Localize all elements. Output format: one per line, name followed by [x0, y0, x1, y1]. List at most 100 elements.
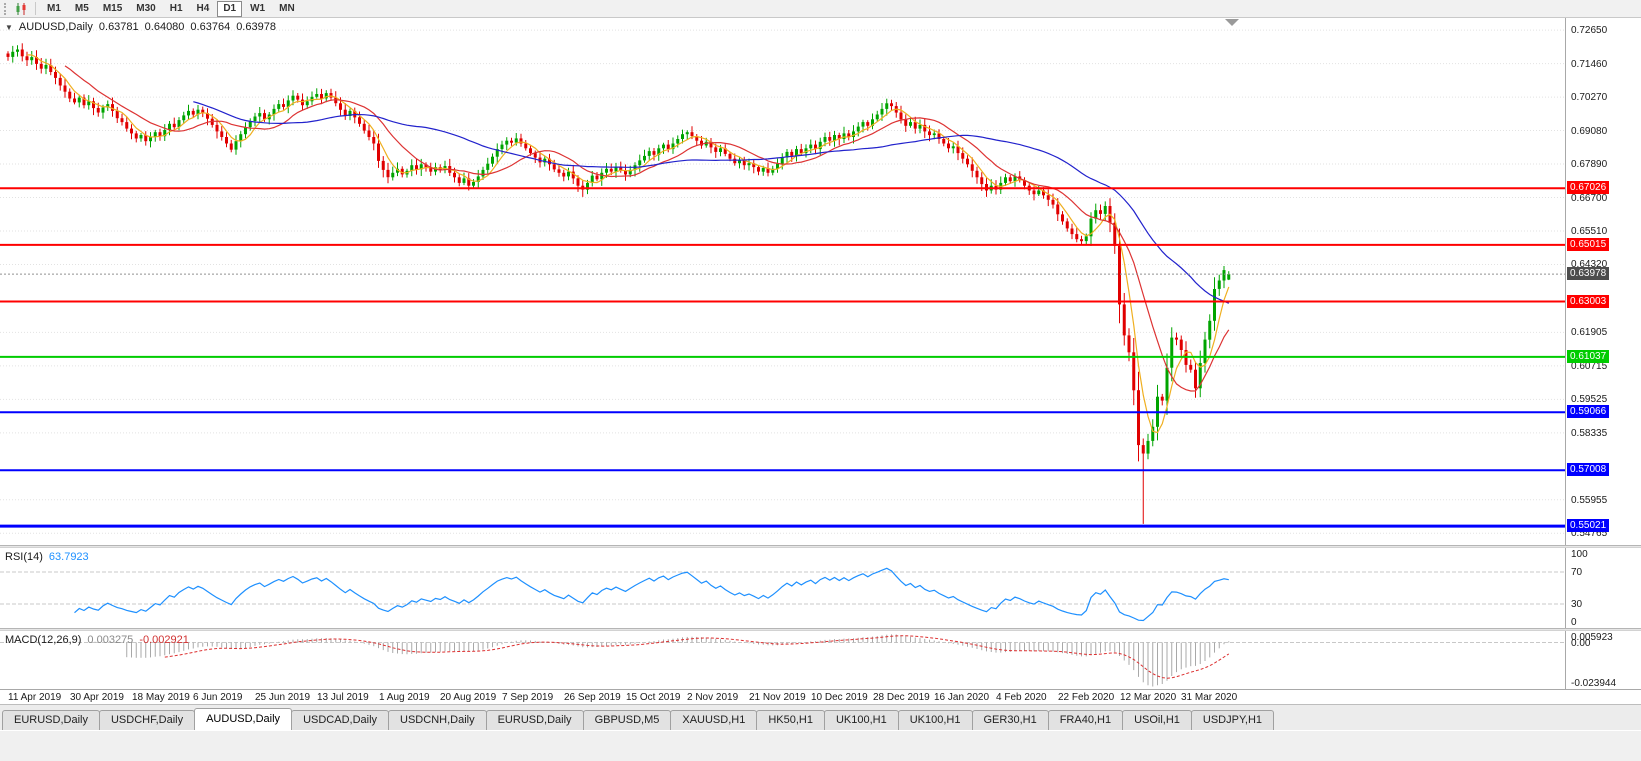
rsi-axis-label: 70: [1571, 567, 1583, 578]
rsi-name: RSI(14): [5, 551, 43, 563]
candlestick-chart-icon[interactable]: [13, 2, 29, 16]
rsi-label: RSI(14) 63.7923: [5, 551, 89, 563]
price-tick: 0.71460: [1571, 59, 1608, 70]
timeframe-button-h1[interactable]: H1: [169, 2, 183, 14]
grid-lines: [0, 29, 1565, 534]
timeframe-button-w1[interactable]: W1: [250, 2, 266, 14]
date-label: 25 Jun 2019: [255, 692, 311, 703]
expand-arrow-icon[interactable]: ▼: [5, 22, 13, 32]
ohlc-low: 0.63764: [190, 21, 231, 33]
chart-tab-eurusd-daily[interactable]: EURUSD,Daily: [485, 710, 584, 730]
macd-canvas[interactable]: [0, 631, 1565, 689]
ohlc-open: 0.63781: [98, 21, 139, 33]
timeframe-button-m5[interactable]: M5: [74, 2, 89, 14]
ohlc-high: 0.64080: [144, 21, 185, 33]
date-label: 28 Dec 2019: [873, 692, 930, 703]
rsi-canvas[interactable]: [0, 548, 1565, 628]
macd-axis-label: -0.023944: [1571, 678, 1617, 689]
price-tick: 0.70270: [1571, 92, 1608, 103]
rsi-pane[interactable]: RSI(14) 63.7923: [0, 548, 1565, 628]
rsi-axis-label: 30: [1571, 599, 1583, 610]
rsi-line: [74, 567, 1229, 622]
chart-tab-uk100-h1[interactable]: UK100,H1: [897, 710, 973, 730]
toolbar: M1 M5 M15 M30 H1 H4 D1 W1 MN: [0, 0, 1641, 18]
date-label: 1 Aug 2019: [379, 692, 430, 703]
date-label: 26 Sep 2019: [564, 692, 621, 703]
bottom-panel-strip: [0, 730, 1641, 761]
chart-tab-usoil-h1[interactable]: USOil,H1: [1122, 710, 1192, 730]
macd-signal-line: [164, 635, 1230, 679]
timeframe-button-m1[interactable]: M1: [47, 2, 61, 14]
date-label: 2 Nov 2019: [687, 692, 739, 703]
price-chart-canvas[interactable]: [0, 18, 1565, 545]
price-pane[interactable]: ▼ AUDUSD,Daily 0.63781 0.64080 0.63764 0…: [0, 18, 1565, 545]
chart-tabs: EURUSD,Daily USDCHF,Daily AUDUSD,Daily USDC…: [0, 704, 1641, 730]
chart-tab-uk100-h1[interactable]: UK100,H1: [823, 710, 899, 730]
price-tick: 0.64320: [1571, 259, 1608, 270]
price-tick: 0.69080: [1571, 126, 1608, 137]
macd-label: MACD(12,26,9) 0.003275 -0.002921: [5, 634, 189, 646]
price-line-badge: 0.59066: [1567, 405, 1610, 418]
date-label: 4 Feb 2020: [996, 692, 1047, 703]
chart-tab-usdcad-daily[interactable]: USDCAD,Daily: [291, 710, 390, 730]
price-tick: 0.60715: [1571, 361, 1608, 372]
chart-tab-xauusd-h1[interactable]: XAUUSD,H1: [670, 710, 758, 730]
rsi-value: 63.7923: [48, 551, 89, 563]
current-price-badge: 0.63978: [1567, 267, 1610, 280]
price-line-badge: 0.55021: [1567, 519, 1610, 532]
ma-line-p40: [193, 101, 1230, 304]
date-label: 11 Apr 2019: [8, 692, 62, 703]
rsi-axis-label: 100: [1571, 549, 1588, 560]
price-tick: 0.65510: [1571, 226, 1608, 237]
date-label: 6 Jun 2019: [193, 692, 243, 703]
chart-tab-eurusd-daily[interactable]: EURUSD,Daily: [2, 710, 100, 730]
timeframe-button-mn[interactable]: MN: [279, 2, 295, 14]
macd-name: MACD(12,26,9): [5, 634, 82, 646]
timeframe-button-m30[interactable]: M30: [136, 2, 156, 14]
toolbar-grip[interactable]: [4, 2, 8, 15]
price-tick: 0.59525: [1571, 394, 1608, 405]
price-line-badge: 0.61037: [1567, 350, 1610, 363]
pane-splitter[interactable]: [0, 628, 1641, 631]
ohlc-close: 0.63978: [236, 21, 276, 33]
chart-tab-fra40-h1[interactable]: FRA40,H1: [1047, 710, 1124, 730]
chart-tab-usdchf-daily[interactable]: USDCHF,Daily: [98, 710, 196, 730]
date-label: 15 Oct 2019: [626, 692, 681, 703]
time-axis[interactable]: 11 Apr 2019 30 Apr 2019 18 May 2019 6 Jun 2…: [0, 689, 1641, 704]
rsi-axis-label: 0: [1571, 617, 1577, 628]
chart-tab-audusd-daily[interactable]: AUDUSD,Daily: [194, 708, 293, 730]
date-label: 7 Sep 2019: [502, 692, 554, 703]
chart-area: ▼ AUDUSD,Daily 0.63781 0.64080 0.63764 0…: [0, 18, 1641, 689]
price-tick: 0.55955: [1571, 495, 1608, 506]
date-label: 21 Nov 2019: [749, 692, 806, 703]
chart-shift-marker[interactable]: [1225, 19, 1239, 26]
chart-symbol: AUDUSD,Daily: [18, 21, 93, 33]
price-line-badge: 0.57008: [1567, 463, 1610, 476]
price-tick: 0.67890: [1571, 159, 1608, 170]
chart-tab-gbpusd-m5[interactable]: GBPUSD,M5: [582, 710, 672, 730]
timeframe-button-m15[interactable]: M15: [102, 2, 123, 14]
chart-tab-hk50-h1[interactable]: HK50,H1: [756, 710, 825, 730]
chart-tab-usdcnh-daily[interactable]: USDCNH,Daily: [388, 710, 487, 730]
macd-axis-label: 0.00: [1571, 638, 1591, 649]
macd-main-value: 0.003275: [87, 634, 134, 646]
pane-splitter[interactable]: [0, 545, 1641, 548]
chart-header: ▼ AUDUSD,Daily 0.63781 0.64080 0.63764 0…: [5, 21, 276, 33]
date-label: 10 Dec 2019: [811, 692, 868, 703]
chart-tab-ger30-h1[interactable]: GER30,H1: [971, 710, 1049, 730]
macd-pane[interactable]: MACD(12,26,9) 0.003275 -0.002921: [0, 631, 1565, 689]
price-line-badge: 0.63003: [1567, 295, 1610, 308]
candles-layer: [6, 43, 1231, 524]
timeframe-button-d1[interactable]: D1: [217, 0, 243, 17]
price-axis[interactable]: 0.72650 0.71460 0.70270 0.69080 0.67890 0.667…: [1565, 18, 1641, 689]
price-tick: 0.54765: [1571, 528, 1608, 539]
toolbar-separator: [35, 2, 36, 15]
timeframe-button-h4[interactable]: H4: [196, 2, 210, 14]
date-label: 13 Jul 2019: [317, 692, 369, 703]
price-tick: 0.61905: [1571, 327, 1608, 338]
date-label: 22 Feb 2020: [1058, 692, 1115, 703]
price-tick: 0.72650: [1571, 25, 1608, 36]
chart-tab-usdjpy-h1[interactable]: USDJPY,H1: [1190, 710, 1275, 730]
macd-signal-value: -0.002921: [139, 634, 189, 646]
